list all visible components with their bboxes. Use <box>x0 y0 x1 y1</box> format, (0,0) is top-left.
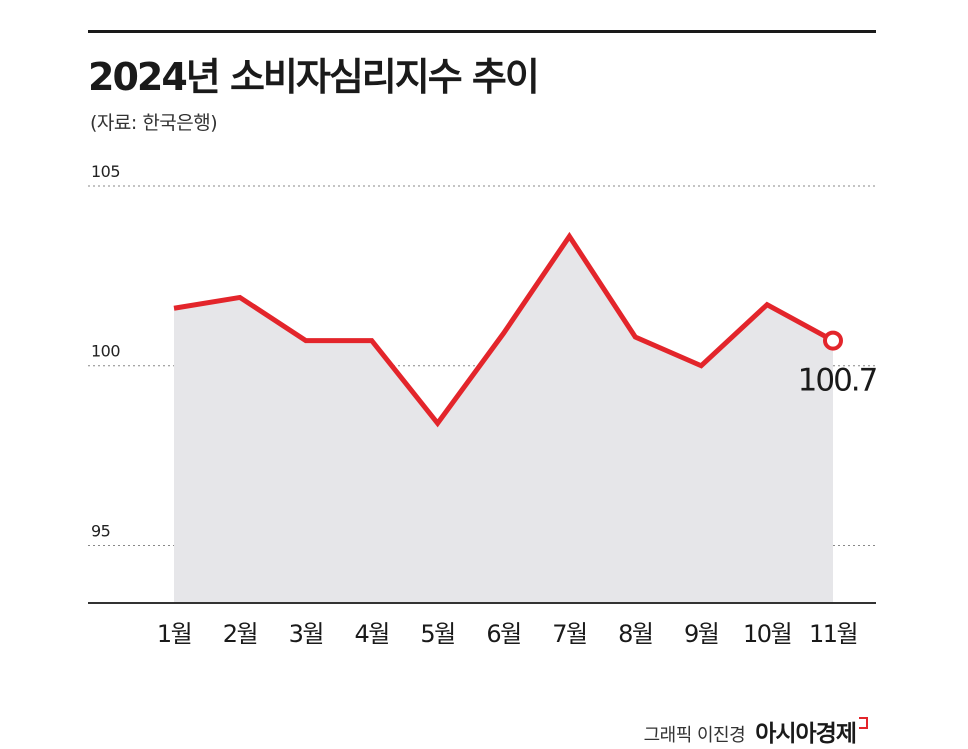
chart-source: (자료: 한국은행) <box>90 112 218 134</box>
x-tick-label-4: 4월 <box>355 620 389 648</box>
y-tick-label-105: 105 <box>91 162 120 181</box>
chart-title: 2024년 소비자심리지수 추이 <box>88 55 540 99</box>
credit-brand: 아시아경제 <box>755 714 868 748</box>
top-rule <box>88 30 876 33</box>
credit-author: 그래픽 이진경 <box>643 725 746 746</box>
credit-brand-text: 아시아경제 <box>755 721 857 747</box>
x-tick-label-10: 10월 <box>743 620 791 648</box>
area-layer <box>174 236 833 604</box>
x-tick-label-1: 1월 <box>157 620 191 648</box>
y-tick-label-100: 100 <box>91 342 120 361</box>
x-tick-label-11: 11월 <box>809 620 857 648</box>
x-tick-label-6: 6월 <box>486 620 520 648</box>
x-tick-label-8: 8월 <box>618 620 652 648</box>
x-tick-label-7: 7월 <box>552 620 586 648</box>
data-label-11: 100.7 <box>798 363 877 399</box>
data-point-11-marker <box>823 330 843 351</box>
x-tick-label-9: 9월 <box>684 620 718 648</box>
area-fill <box>174 236 833 604</box>
line-layer <box>173 231 843 428</box>
credit: 그래픽 이진경 아시아경제 <box>644 714 868 748</box>
y-tick-label-95: 95 <box>91 521 110 540</box>
x-tick-label-2: 2월 <box>223 620 257 648</box>
axis-layer: 1월 2월 3월 4월 5월 6월 7월 8월 9월 10월 11월 <box>88 602 876 648</box>
x-tick-label-3: 3월 <box>289 620 323 648</box>
label-layer: 100.7 <box>798 363 879 399</box>
brand-logo-mark-icon <box>859 717 868 729</box>
x-tick-label-5: 5월 <box>420 620 454 648</box>
